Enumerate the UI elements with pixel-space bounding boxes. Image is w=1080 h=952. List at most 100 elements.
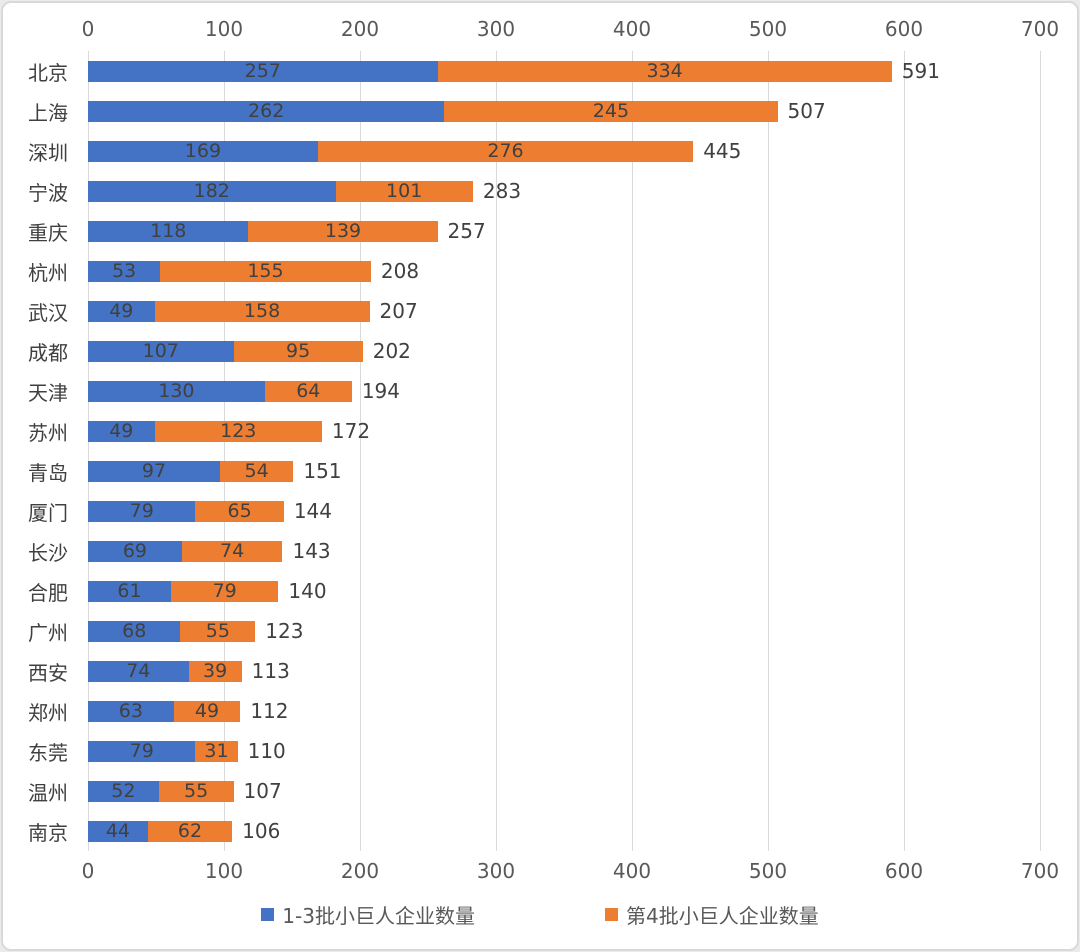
bar-segment-series1: 49 [88,300,155,322]
bar-segment-series1: 97 [88,460,220,482]
stacked-bar: 52 55 107 [88,779,282,803]
value-label: 79 [129,740,154,762]
stacked-bar: 74 39 113 [88,659,290,683]
stacked-bar: 107 95 202 [88,339,411,363]
bar-segment-series1: 53 [88,260,161,282]
bar-row: 西安 74 39 113 [28,651,1040,691]
value-label: 53 [111,260,137,282]
bar-segment-series1: 79 [88,500,196,522]
value-label: 182 [193,180,230,202]
value-label: 74 [126,660,151,682]
legend-item: 1-3批小巨人企业数量 [261,900,475,929]
total-label: 140 [288,579,327,603]
bar-segment-series2: 74 [181,540,283,562]
bar-segment-series2: 95 [233,340,363,362]
x-tick-label: 600 [884,17,924,41]
total-label: 113 [251,659,290,683]
value-label: 79 [129,500,154,522]
stacked-bar: 49 158 207 [88,299,418,323]
stacked-bar: 68 55 123 [88,619,303,643]
category-label: 宁波 [28,180,68,205]
total-label: 144 [293,499,333,523]
bar-segment-series2: 245 [444,100,778,122]
bar-row: 东莞 79 31 110 [28,731,1040,771]
category-label: 成都 [28,340,68,365]
bar-segment-series2: 55 [180,620,256,642]
category-label: 重庆 [28,220,68,245]
value-label: 65 [227,500,252,522]
legend: 1-3批小巨人企业数量 第4批小巨人企业数量 [3,897,1077,931]
x-tick-label: 200 [340,17,380,41]
bar-segment-series2: 155 [160,260,371,282]
bar-segment-series1: 44 [88,820,148,842]
bar-segment-series2: 64 [264,380,352,402]
total-label: 257 [447,219,486,243]
x-tick-label: 500 [748,17,788,41]
gridline [1040,51,1041,851]
category-label: 上海 [28,100,68,125]
category-label: 南京 [28,820,68,845]
bar-row: 长沙 69 74 143 [28,531,1040,571]
category-label: 广州 [28,620,68,645]
x-tick-label: 600 [884,859,924,883]
x-tick-label: 700 [1020,859,1060,883]
bar-row: 宁波 182 101 283 [28,171,1040,211]
value-label: 130 [158,380,195,402]
category-label: 合肥 [28,580,68,605]
x-tick-label: 0 [81,859,95,883]
value-label: 52 [111,780,136,802]
total-label: 445 [703,139,742,163]
total-label: 283 [482,179,522,203]
value-label: 334 [646,60,683,82]
bar-segment-series1: 130 [88,380,265,402]
stacked-bar: 118 139 257 [88,219,486,243]
value-label: 61 [117,580,142,602]
x-tick-label: 400 [612,859,652,883]
x-tick-label: 700 [1020,17,1060,41]
bar-segment-series2: 31 [195,740,238,762]
x-axis-top: 0 100 200 300 400 500 600 700 [82,3,1059,51]
bar-row: 上海 262 245 507 [28,91,1040,131]
total-label: 208 [380,259,420,283]
bar-segment-series2: 139 [248,220,438,242]
bar-segment-series1: 257 [88,60,438,82]
stacked-bar: 49 123 172 [88,419,370,443]
x-tick-label: 400 [612,17,652,41]
stacked-bar: 262 245 507 [88,99,826,123]
x-tick-label: 300 [476,17,516,41]
bar-segment-series2: 276 [317,140,694,162]
bar-segment-series2: 79 [170,580,279,602]
category-label: 天津 [28,380,68,405]
total-label: 107 [243,779,282,803]
value-label: 107 [142,340,179,362]
value-label: 262 [248,100,285,122]
value-label: 69 [122,540,147,562]
bar-segment-series1: 61 [88,580,171,602]
bar-segment-series1: 74 [88,660,189,682]
value-label: 155 [247,260,284,282]
bar-segment-series1: 118 [88,220,249,242]
value-label: 97 [141,460,167,482]
legend-swatch-blue [261,907,275,921]
gridline [904,51,905,851]
value-label: 101 [386,180,423,202]
value-label: 79 [212,580,237,602]
category-label: 北京 [28,60,68,85]
category-label: 深圳 [28,140,68,165]
bar-row: 武汉 49 158 207 [28,291,1040,331]
total-label: 123 [265,619,304,643]
bar-segment-series2: 62 [147,820,233,842]
category-label: 温州 [28,780,68,805]
x-tick-label: 0 [81,17,95,41]
value-label: 169 [184,140,222,162]
category-label: 杭州 [28,260,68,285]
value-label: 39 [203,660,228,682]
bar-segment-series2: 49 [173,700,241,722]
bar-segment-series1: 68 [88,620,181,642]
bar-segment-series1: 262 [88,100,445,122]
stacked-bar: 169 276 445 [88,139,741,163]
total-label: 110 [247,739,286,763]
bar-row: 温州 52 55 107 [28,771,1040,811]
category-label: 西安 [28,660,68,685]
